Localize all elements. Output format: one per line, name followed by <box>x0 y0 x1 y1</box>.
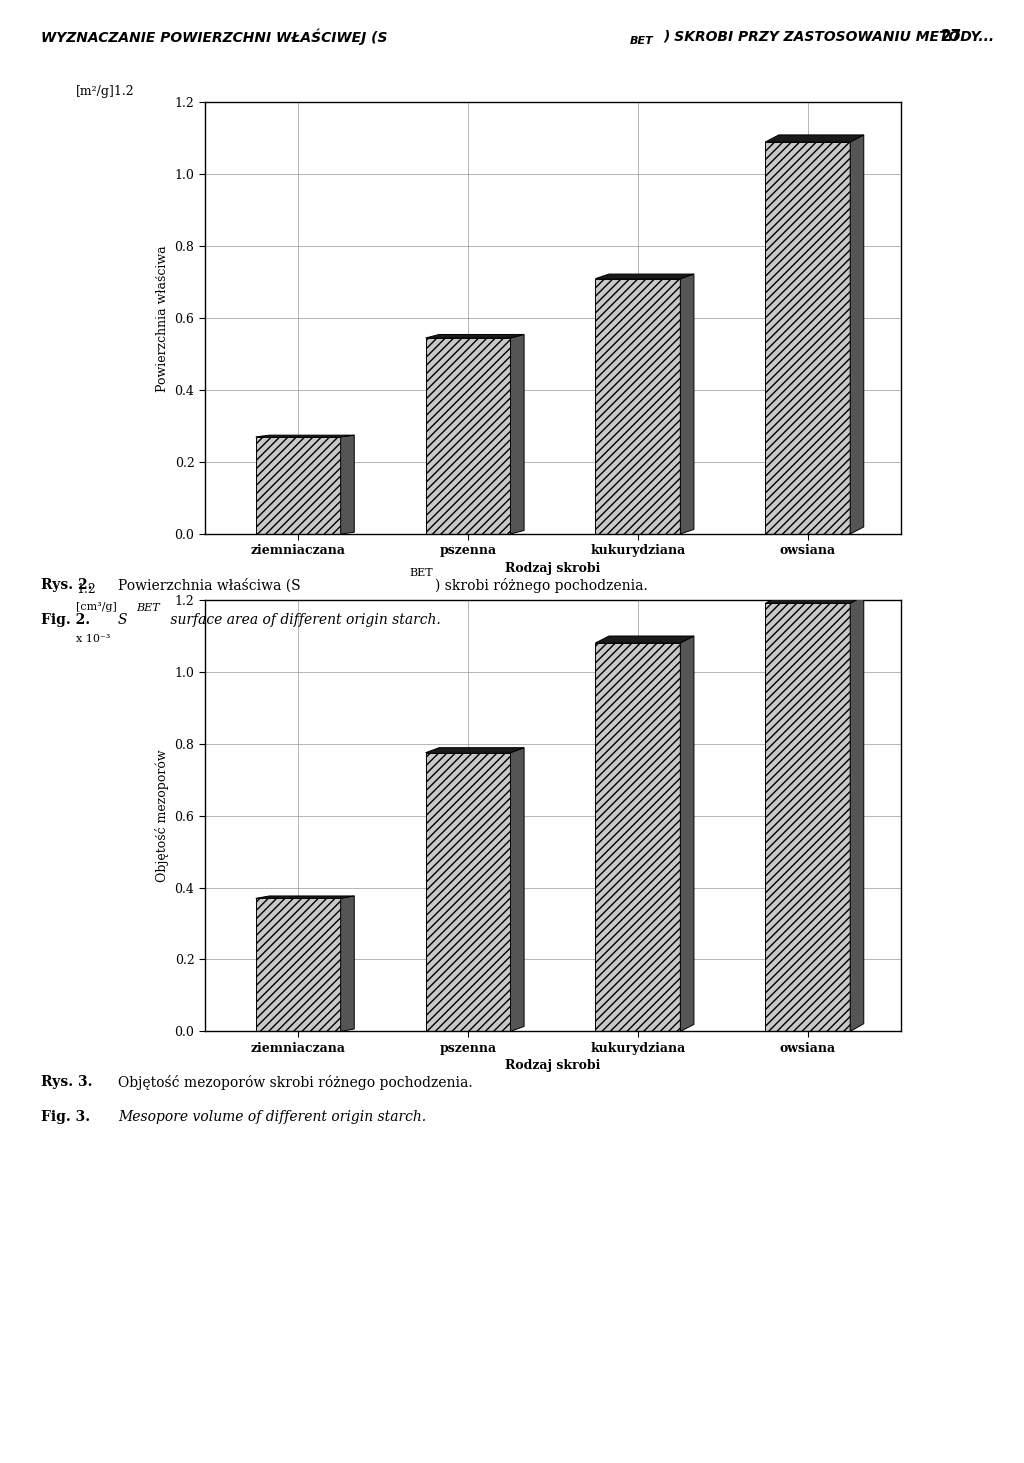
Polygon shape <box>341 895 354 1031</box>
Text: 27: 27 <box>941 29 963 44</box>
Polygon shape <box>426 335 524 338</box>
Bar <box>426 338 511 534</box>
Text: surface area of different origin starch.: surface area of different origin starch. <box>166 613 440 628</box>
Polygon shape <box>680 274 694 534</box>
Text: 1.2: 1.2 <box>76 582 95 595</box>
Polygon shape <box>256 895 354 898</box>
Text: BET: BET <box>410 568 433 578</box>
Text: Rys. 2.: Rys. 2. <box>41 578 92 593</box>
Polygon shape <box>850 135 864 534</box>
Polygon shape <box>765 135 864 142</box>
Text: [cm³/g]: [cm³/g] <box>76 601 117 612</box>
Bar <box>765 603 850 1031</box>
Text: Powierzchnia właściwa (S: Powierzchnia właściwa (S <box>118 578 300 593</box>
Y-axis label: Objętość mezoporów: Objętość mezoporów <box>155 749 169 882</box>
Polygon shape <box>341 435 354 534</box>
Text: [m²/g]1.2: [m²/g]1.2 <box>76 85 134 98</box>
Text: WYZNACZANIE POWIERZCHNI WŁAŚCIWEJ (S: WYZNACZANIE POWIERZCHNI WŁAŚCIWEJ (S <box>41 28 387 45</box>
Text: ) skrobi różnego pochodzenia.: ) skrobi różnego pochodzenia. <box>435 578 648 593</box>
Polygon shape <box>426 748 524 752</box>
Text: BET: BET <box>136 603 160 613</box>
Polygon shape <box>680 636 694 1031</box>
X-axis label: Rodzaj skrobi: Rodzaj skrobi <box>505 1059 601 1072</box>
Bar <box>765 142 850 534</box>
Text: Mesopore volume of different origin starch.: Mesopore volume of different origin star… <box>118 1110 426 1125</box>
Text: Objętość mezoporów skrobi różnego pochodzenia.: Objętość mezoporów skrobi różnego pochod… <box>118 1075 472 1090</box>
Bar <box>426 752 511 1031</box>
Bar <box>256 437 341 534</box>
Text: S: S <box>118 613 127 628</box>
Polygon shape <box>511 748 524 1031</box>
Bar <box>595 278 680 534</box>
Text: Rys. 3.: Rys. 3. <box>41 1075 92 1090</box>
Text: ) SKROBI PRZY ZASTOSOWANIU METODY...: ) SKROBI PRZY ZASTOSOWANIU METODY... <box>664 29 994 44</box>
Text: BET: BET <box>630 37 653 45</box>
X-axis label: Rodzaj skrobi: Rodzaj skrobi <box>505 562 601 575</box>
Bar <box>595 644 680 1031</box>
Bar <box>256 898 341 1031</box>
Polygon shape <box>595 274 694 278</box>
Y-axis label: Powierzchnia właściwa: Powierzchnia właściwa <box>156 244 169 392</box>
Polygon shape <box>511 335 524 534</box>
Text: x 10⁻³: x 10⁻³ <box>76 635 111 644</box>
Text: Fig. 2.: Fig. 2. <box>41 613 90 628</box>
Polygon shape <box>595 636 694 644</box>
Polygon shape <box>765 595 864 603</box>
Text: Fig. 3.: Fig. 3. <box>41 1110 90 1125</box>
Polygon shape <box>850 595 864 1031</box>
Polygon shape <box>256 435 354 437</box>
